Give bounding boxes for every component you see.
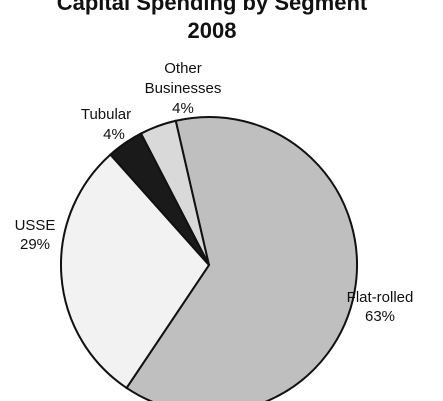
pie-slices [60,116,358,401]
slice-label-usse-value: 29% [20,236,50,253]
pie-slice-flat-rolled [125,116,358,401]
slice-label-flat-rolled-name: Flat-rolled [347,289,414,306]
pie-slice-tubular [109,132,210,266]
slice-label-flat-rolled-value: 63% [365,308,395,325]
slice-label-tubular-value: 4% [103,126,125,143]
chart-title-line-2: 2008 [188,18,237,43]
slice-label-other-line-1: Other [164,60,202,77]
chart-title-line-1: Capital Spending by Segment [57,0,368,15]
slice-label-usse-name: USSE [15,217,56,234]
pie-slice-usse [60,153,211,390]
slice-label-other-value: 4% [172,100,194,117]
slice-label-tubular-name: Tubular [81,106,131,123]
slice-label-other-line-2: Businesses [145,80,222,97]
